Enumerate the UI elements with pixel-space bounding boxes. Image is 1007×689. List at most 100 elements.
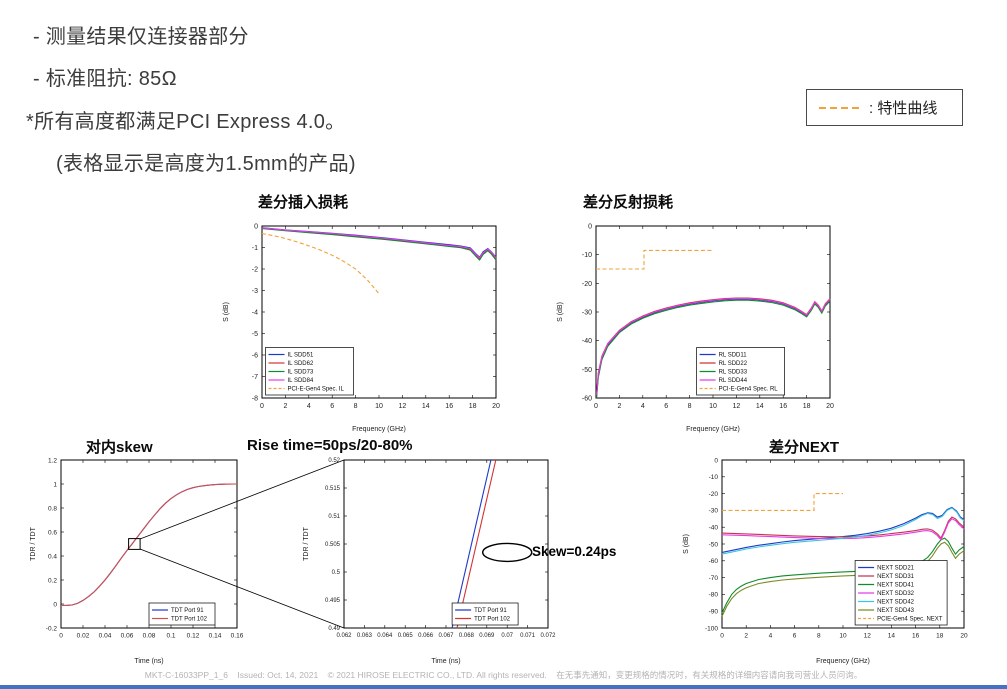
chart-skew-zoom: 0.062 0.063 0.064 0.065 0.066 0.067 0.068 0.069…	[303, 458, 556, 665]
chart-intra-pair-skew: 0 0.02 0.04 0.06 0.08 0.1 0.12 0.14 0.16 1.2 1 0.8 0…	[30, 457, 244, 665]
svg-text:0: 0	[720, 633, 724, 640]
svg-text:IL SDD84: IL SDD84	[288, 378, 314, 384]
svg-text:0: 0	[53, 601, 57, 608]
svg-text:0.065: 0.065	[398, 633, 414, 639]
svg-text:1.2: 1.2	[48, 457, 57, 464]
svg-text:0: 0	[260, 403, 264, 410]
bullet-height-note: (表格显示是高度为1.5mm的产品)	[56, 153, 356, 175]
svg-text:0.064: 0.064	[377, 633, 393, 639]
title-next: 差分NEXT	[769, 439, 840, 456]
svg-text:-50: -50	[582, 367, 592, 374]
svg-text:0.51: 0.51	[328, 514, 340, 520]
svg-text:S (dB): S (dB)	[223, 302, 230, 322]
svg-text:8: 8	[354, 403, 358, 410]
bottom-accent-bar	[0, 685, 1007, 689]
svg-text:RL SDD22: RL SDD22	[719, 361, 748, 367]
svg-text:0.068: 0.068	[459, 633, 475, 639]
svg-text:IL SDD62: IL SDD62	[288, 361, 314, 367]
svg-text:0.067: 0.067	[438, 633, 454, 639]
svg-text:20: 20	[960, 633, 968, 640]
svg-text:12: 12	[733, 403, 741, 410]
svg-text:0.071: 0.071	[520, 633, 536, 639]
svg-text:0.14: 0.14	[209, 633, 222, 640]
svg-text:14: 14	[756, 403, 764, 410]
svg-text:-10: -10	[582, 252, 592, 259]
svg-text:0.069: 0.069	[479, 633, 495, 639]
svg-text:PCI-E-Gen4 Spec. RL: PCI-E-Gen4 Spec. RL	[719, 387, 779, 393]
svg-text:10: 10	[375, 403, 383, 410]
svg-text:-80: -80	[709, 592, 719, 599]
svg-text:IL SDD51: IL SDD51	[288, 353, 314, 359]
svg-text:10: 10	[839, 633, 847, 640]
chart-insertion-loss: 0 2 4 6 8 10 12 14 16 18 20 0 -1 -2 -3 -4 -5 -6 -7 -8 Freque…	[223, 223, 500, 433]
svg-text:NEXT SDD31: NEXT SDD31	[877, 574, 915, 580]
svg-text:8: 8	[688, 403, 692, 410]
svg-text:2: 2	[744, 633, 748, 640]
svg-text:-0.2: -0.2	[46, 625, 58, 632]
svg-text:0.062: 0.062	[336, 633, 352, 639]
svg-text:20: 20	[826, 403, 834, 410]
svg-text:0.505: 0.505	[325, 542, 341, 548]
svg-text:NEXT SDD43: NEXT SDD43	[877, 608, 915, 614]
svg-text:8: 8	[817, 633, 821, 640]
svg-text:NEXT SDD41: NEXT SDD41	[877, 583, 915, 589]
spec-legend-label: : 特性曲线	[869, 100, 938, 117]
svg-text:0.063: 0.063	[357, 633, 373, 639]
svg-text:0.04: 0.04	[99, 633, 112, 640]
svg-text:-6: -6	[252, 352, 258, 359]
svg-text:-8: -8	[252, 395, 258, 402]
svg-text:12: 12	[399, 403, 407, 410]
svg-text:S (dB): S (dB)	[683, 534, 690, 554]
svg-text:TDR / TDT: TDR / TDT	[30, 526, 37, 560]
svg-text:0.16: 0.16	[231, 633, 244, 640]
svg-text:-90: -90	[709, 609, 719, 616]
svg-text:-4: -4	[252, 310, 258, 317]
svg-text:Frequency (GHz): Frequency (GHz)	[816, 658, 870, 665]
svg-text:4: 4	[769, 633, 773, 640]
svg-text:18: 18	[803, 403, 811, 410]
svg-text:0.49: 0.49	[328, 626, 340, 632]
spec-legend-box: : 特性曲线	[806, 89, 963, 126]
svg-text:-20: -20	[582, 281, 592, 288]
svg-text:TDT Port 91: TDT Port 91	[171, 608, 204, 614]
svg-text:-10: -10	[709, 474, 719, 481]
svg-text:-7: -7	[252, 374, 258, 381]
svg-text:-30: -30	[709, 508, 719, 515]
svg-text:TDT Port 102: TDT Port 102	[171, 617, 208, 623]
svg-text:6: 6	[793, 633, 797, 640]
svg-text:NEXT SDD42: NEXT SDD42	[877, 600, 915, 606]
svg-text:0.06: 0.06	[121, 633, 134, 640]
svg-text:Time (ns): Time (ns)	[134, 658, 163, 665]
svg-text:0: 0	[588, 223, 592, 230]
svg-text:S (dB): S (dB)	[557, 302, 564, 322]
svg-text:20: 20	[492, 403, 500, 410]
svg-text:14: 14	[888, 633, 896, 640]
bullet-measurement-scope: - 测量结果仅连接器部分	[33, 26, 249, 48]
svg-text:0.12: 0.12	[187, 633, 200, 640]
bullet-impedance: - 标准阻抗: 85Ω	[33, 68, 177, 90]
svg-text:2: 2	[617, 403, 621, 410]
svg-text:0.066: 0.066	[418, 633, 434, 639]
svg-text:0.6: 0.6	[48, 529, 57, 536]
svg-text:NEXT SDD21: NEXT SDD21	[877, 566, 915, 572]
svg-text:0.07: 0.07	[501, 633, 513, 639]
svg-text:-30: -30	[582, 310, 592, 317]
svg-text:NEXT SDD32: NEXT SDD32	[877, 591, 915, 597]
svg-text:RL SDD11: RL SDD11	[719, 353, 748, 359]
svg-text:16: 16	[445, 403, 453, 410]
svg-text:TDR / TDT: TDR / TDT	[303, 526, 310, 560]
svg-text:RL SDD33: RL SDD33	[719, 370, 748, 376]
svg-text:18: 18	[936, 633, 944, 640]
svg-text:RL SDD44: RL SDD44	[719, 378, 748, 384]
svg-text:-40: -40	[582, 338, 592, 345]
svg-text:-40: -40	[709, 525, 719, 532]
dashed-line-icon	[819, 106, 859, 109]
svg-text:4: 4	[307, 403, 311, 410]
svg-text:0.1: 0.1	[166, 633, 175, 640]
svg-text:0.4: 0.4	[48, 553, 57, 560]
svg-text:PCI-E-Gen4 Spec. IL: PCI-E-Gen4 Spec. IL	[288, 387, 345, 393]
svg-text:PCIE-Gen4 Spec. NEXT: PCIE-Gen4 Spec. NEXT	[877, 617, 943, 623]
svg-text:-100: -100	[705, 625, 718, 632]
svg-text:-60: -60	[709, 558, 719, 565]
